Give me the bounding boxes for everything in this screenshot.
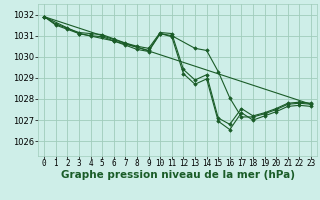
X-axis label: Graphe pression niveau de la mer (hPa): Graphe pression niveau de la mer (hPa) [60, 170, 295, 180]
